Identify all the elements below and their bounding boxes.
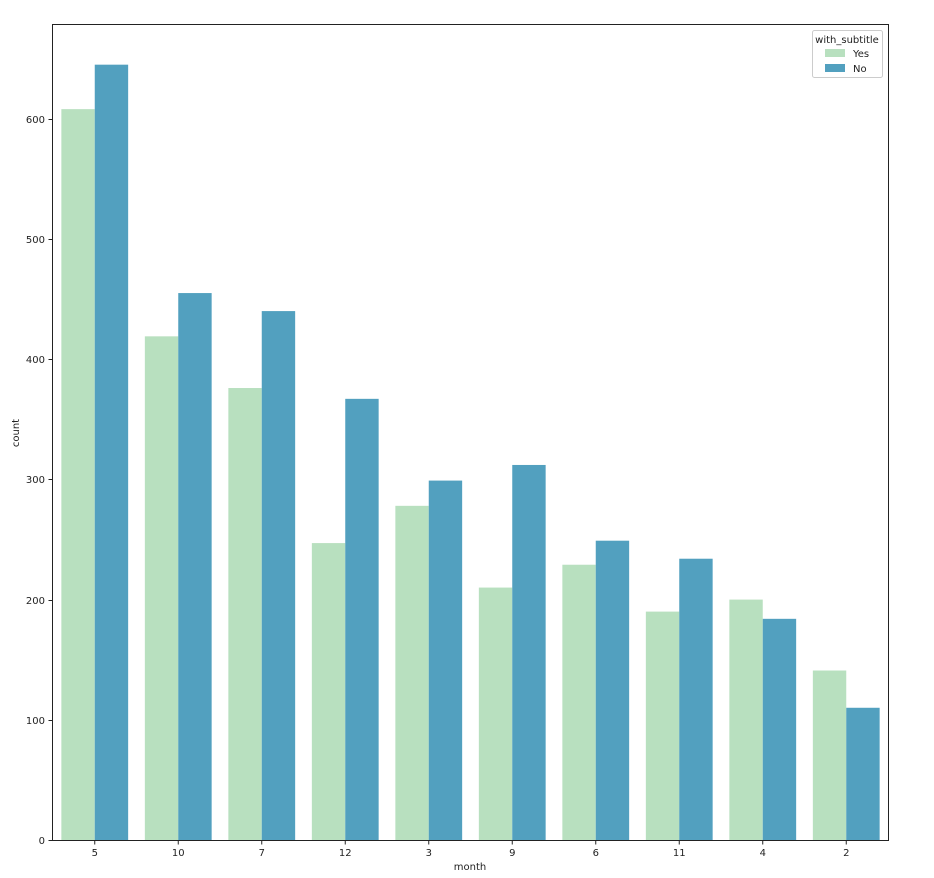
x-tick-label: 10	[172, 848, 185, 859]
y-ticks-group: 0 100 200 300 400 500 600	[26, 115, 53, 847]
x-axis-label: month	[454, 862, 486, 873]
y-tick-label: 600	[26, 115, 45, 126]
x-ticks-group: 5 10 7 12 3 9 6 11 4 2	[92, 840, 849, 859]
y-tick-label: 100	[26, 716, 45, 727]
bar-yes-month-6	[562, 564, 596, 840]
bar-yes-month-11	[645, 611, 680, 840]
bar-no-month-6	[595, 540, 630, 840]
legend-title: with_subtitle	[815, 35, 879, 46]
y-tick-label: 500	[26, 235, 45, 246]
x-tick-label: 5	[92, 848, 98, 859]
legend-swatch-yes	[825, 49, 845, 57]
x-tick-label: 9	[509, 848, 515, 859]
bar-no-month-3	[428, 480, 463, 840]
x-tick-label: 12	[339, 848, 352, 859]
y-axis-label: count	[11, 419, 22, 447]
legend-label-no: No	[853, 64, 867, 75]
bar-no-month-2	[846, 707, 880, 840]
bar-yes-month-10	[144, 336, 179, 840]
y-tick-label: 200	[26, 596, 45, 607]
bar-yes-month-9	[478, 587, 513, 840]
x-tick-label: 2	[843, 848, 849, 859]
bars-group	[61, 64, 880, 841]
bar-no-month-9	[512, 464, 546, 840]
bar-no-month-10	[178, 293, 212, 840]
y-tick-label: 400	[26, 355, 45, 366]
bar-yes-month-2	[812, 670, 847, 840]
bar-no-month-5	[94, 64, 129, 841]
bar-no-month-4	[762, 618, 797, 840]
x-tick-label: 11	[673, 848, 686, 859]
bar-no-month-7	[261, 311, 296, 841]
y-tick-label: 0	[39, 836, 45, 847]
bar-yes-month-5	[61, 109, 95, 840]
y-tick-label: 300	[26, 475, 45, 486]
legend-label-yes: Yes	[852, 49, 869, 60]
bar-yes-month-4	[729, 599, 763, 840]
x-tick-label: 3	[426, 848, 432, 859]
bar-yes-month-12	[311, 543, 346, 840]
plot-frame	[52, 24, 889, 841]
legend-swatch-no	[825, 64, 845, 72]
bar-no-month-12	[345, 398, 379, 840]
x-tick-label: 4	[760, 848, 766, 859]
bar-yes-month-3	[395, 505, 429, 840]
legend: with_subtitle Yes No	[812, 30, 883, 78]
bar-yes-month-7	[228, 388, 262, 840]
x-tick-label: 7	[259, 848, 265, 859]
bar-no-month-11	[679, 558, 713, 840]
x-tick-label: 6	[593, 848, 599, 859]
